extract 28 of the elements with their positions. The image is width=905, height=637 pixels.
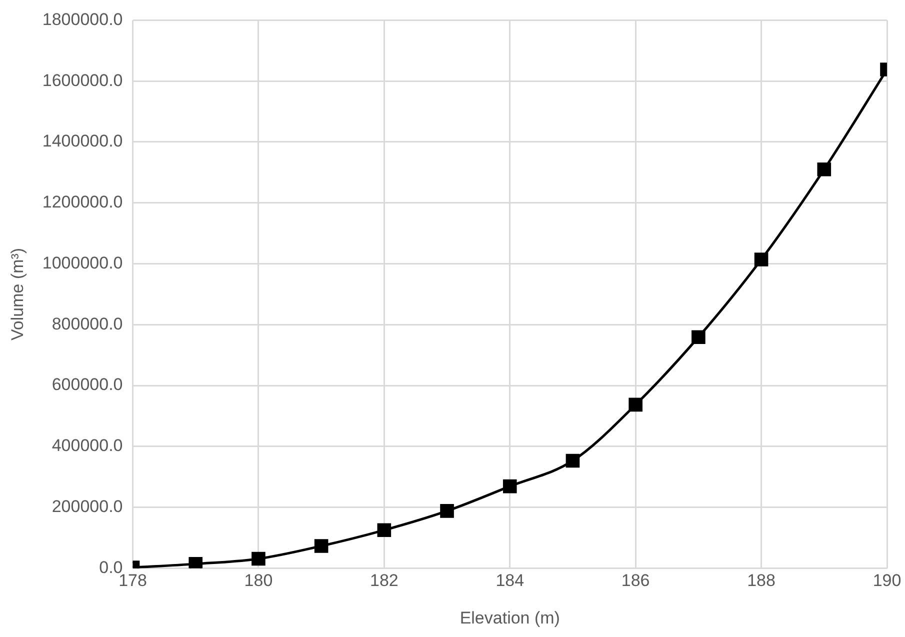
y-tick-label: 600000.0 — [52, 375, 123, 394]
x-tick-label: 184 — [496, 571, 524, 590]
x-axis-title: Elevation (m) — [460, 608, 560, 628]
point — [754, 252, 768, 266]
y-tick-label: 1400000.0 — [42, 132, 123, 151]
point — [314, 539, 328, 553]
point — [628, 398, 642, 412]
x-tick-label: 186 — [621, 571, 650, 590]
x-tick-label: 188 — [747, 571, 776, 590]
y-tick-label: 1600000.0 — [42, 70, 123, 90]
y-tick-label: 800000.0 — [52, 314, 123, 334]
y-tick-label: 1000000.0 — [42, 253, 123, 272]
point — [566, 454, 580, 468]
point — [252, 552, 266, 566]
x-tick-label: 180 — [244, 571, 273, 590]
y-tick-label: 1800000.0 — [42, 10, 123, 29]
y-tick-label: 1200000.0 — [42, 192, 123, 212]
point — [692, 330, 706, 344]
point — [440, 504, 454, 518]
x-tick-label: 190 — [872, 571, 902, 590]
point — [817, 162, 832, 176]
y-axis-title: Volume (m³) — [8, 248, 27, 340]
y-tick-label: 200000.0 — [52, 497, 123, 516]
point — [502, 479, 517, 494]
y-tick-label: 400000.0 — [52, 436, 123, 456]
point — [377, 523, 392, 538]
x-tick-label: 182 — [370, 571, 398, 590]
point — [188, 557, 203, 568]
